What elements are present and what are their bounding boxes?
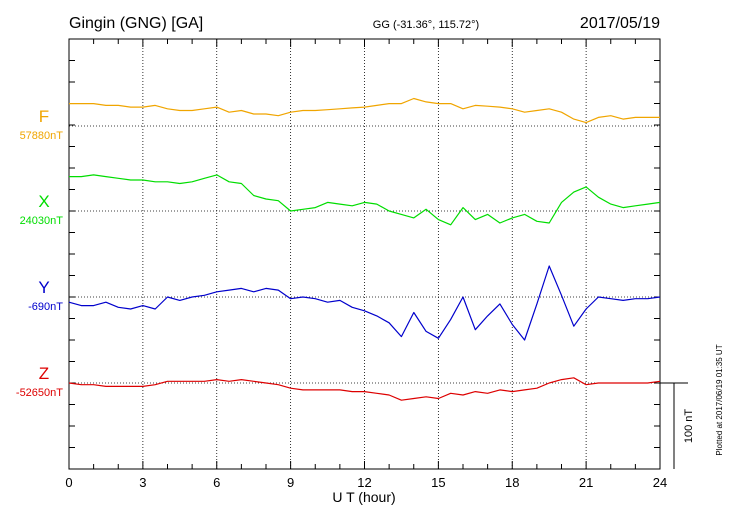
x-axis-label: U T (hour) [332, 489, 395, 505]
x-tick-label: 21 [579, 475, 593, 490]
series-baseline-z: -52650nT [16, 387, 63, 399]
series-labels: F 57880nT X 24030nT Y -690nT Z -52650nT [16, 107, 63, 399]
plot-frame [68, 38, 661, 470]
x-tick-labels: 0 3 6 9 12 15 18 21 24 [65, 475, 667, 490]
series-name-y: Y [38, 278, 49, 297]
series-name-z: Z [39, 364, 49, 383]
baselines [69, 125, 660, 384]
station-title: Gingin (GNG) [GA] [69, 15, 203, 32]
series-line-z [68, 377, 661, 401]
series-name-f: F [39, 107, 49, 126]
x-tick-label: 15 [431, 475, 445, 490]
plot-date: 2017/05/19 [580, 15, 660, 32]
series-line-f [69, 97, 660, 124]
station-coords: GG (-31.36°, 115.72°) [373, 19, 479, 31]
series-lines [68, 97, 661, 401]
x-tick-label: 0 [65, 475, 72, 490]
plotted-note: Plotted at 2017/06/19 01:35 UT [715, 344, 724, 455]
x-tick-label: 6 [213, 475, 220, 490]
x-tick-label: 18 [505, 475, 519, 490]
x-tick-label: 12 [357, 475, 371, 490]
series-baseline-f: 57880nT [20, 130, 64, 142]
x-tick-label: 24 [653, 475, 667, 490]
series-baseline-y: -690nT [28, 301, 63, 313]
x-tick-label: 9 [287, 475, 294, 490]
scale-bar-label: 100 nT [683, 409, 695, 444]
grid-lines [142, 39, 587, 469]
x-tick-label: 3 [139, 475, 146, 490]
scale-bar: 100 nT [660, 382, 695, 469]
series-name-x: X [38, 192, 49, 211]
series-line-x [69, 174, 661, 226]
series-line-y [68, 265, 661, 341]
series-baseline-x: 24030nT [20, 215, 64, 227]
axis-ticks [69, 39, 660, 469]
